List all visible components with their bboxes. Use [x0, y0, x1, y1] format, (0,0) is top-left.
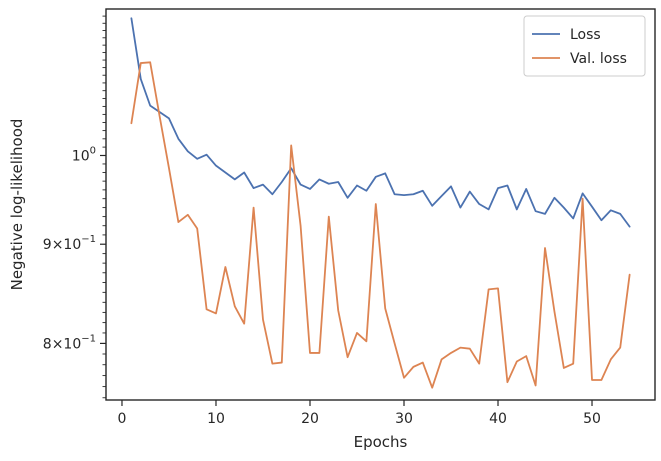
- legend-box: [523, 15, 646, 77]
- x-tick-label-4: 40: [489, 411, 507, 427]
- x-tick-label-2: 20: [301, 411, 319, 427]
- y-tick-label-2: 8×10−1: [43, 333, 96, 352]
- x-tick-label-3: 30: [395, 411, 413, 427]
- x-tick-label-1: 10: [207, 411, 225, 427]
- y-tick-label-0: 100: [72, 145, 96, 164]
- x-tick-label-5: 50: [583, 411, 601, 427]
- series-line-val-loss: [130, 61, 631, 389]
- y-axis-label: Negative log-likelihood: [8, 119, 26, 291]
- legend: Loss Val. loss: [523, 15, 646, 77]
- x-tick-label-0: 0: [118, 411, 127, 427]
- legend-label-0: Loss: [570, 27, 601, 43]
- series-line-loss: [130, 17, 631, 228]
- plot-lines: [130, 17, 631, 389]
- axis-ticks: 0 10 20 30 40 50 100 9×10−1 8×10−1: [43, 15, 601, 427]
- x-axis-label: Epochs: [354, 433, 408, 451]
- legend-label-1: Val. loss: [570, 51, 627, 67]
- y-tick-label-1: 9×10−1: [43, 234, 96, 253]
- plot-frame: [105, 8, 656, 401]
